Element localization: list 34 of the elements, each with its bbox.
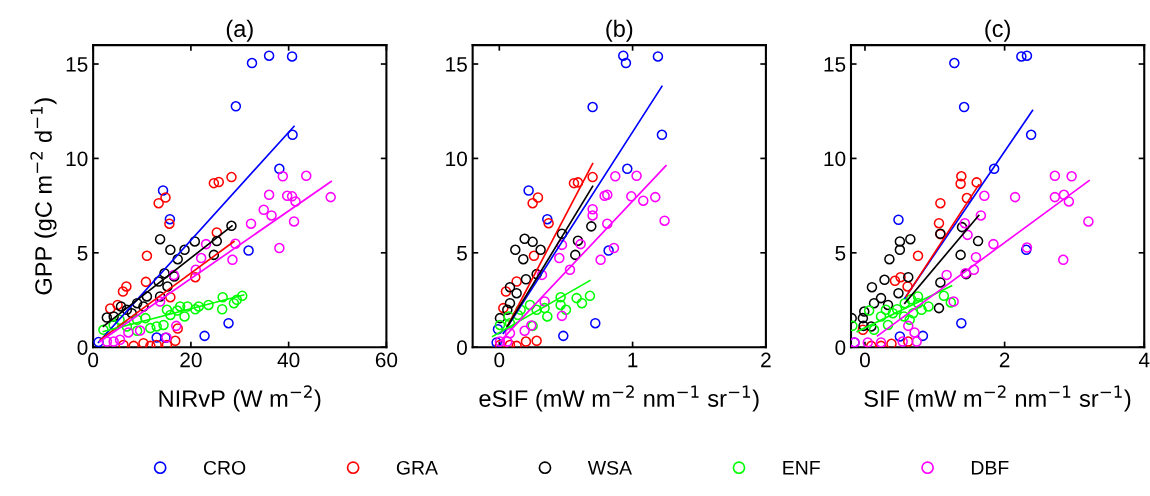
x-tick-label: 0: [494, 352, 505, 368]
legend-label: DBF: [971, 461, 1009, 475]
x-tick-label: 1: [628, 352, 638, 368]
legend-label: CRO: [203, 460, 246, 475]
y-tick-label: 0: [77, 340, 88, 355]
x-axis-title: eSIF (mW m$^{−2}$ nm$^{−1}$ sr$^{−1}$): [479, 385, 759, 412]
y-tick-label: 15: [446, 57, 467, 72]
legend-label: WSA: [587, 460, 632, 475]
legend-label: ENF: [783, 461, 820, 475]
y-tick-label: 15: [824, 57, 846, 72]
chart-title: (b): [606, 19, 633, 42]
x-tick-label: 40: [277, 352, 300, 368]
y-tick-label: 0: [835, 340, 846, 355]
y-tick-label: 5: [835, 246, 846, 261]
x-tick-label: 4: [1138, 352, 1150, 368]
x-tick-label: 60: [375, 352, 398, 368]
x-tick-label: 20: [180, 352, 202, 368]
y-tick-label: 10: [446, 151, 467, 167]
x-tick-label: 2: [999, 352, 1010, 368]
y-axis-title: GPP (gC m$^{−2}$ d$^{−1}$): [30, 98, 57, 295]
chart-title: (a): [226, 19, 253, 42]
x-tick-label: 0: [859, 352, 870, 368]
x-axis-title: NIRvP (W m$^{−2}$): [159, 385, 321, 412]
legend-label: GRA: [396, 460, 438, 475]
y-tick-label: 15: [66, 57, 88, 72]
y-tick-label: 0: [457, 340, 467, 355]
y-tick-label: 5: [77, 246, 88, 261]
x-tick-label: 0: [88, 352, 99, 368]
x-tick-label: 2: [761, 352, 771, 368]
y-tick-label: 5: [457, 246, 467, 261]
y-tick-label: 10: [66, 151, 88, 167]
y-tick-label: 10: [824, 151, 846, 167]
x-axis-title: SIF (mW m$^{−2}$ nm$^{−1}$ sr$^{−1}$): [864, 385, 1131, 412]
chart-title: (c): [985, 19, 1010, 42]
